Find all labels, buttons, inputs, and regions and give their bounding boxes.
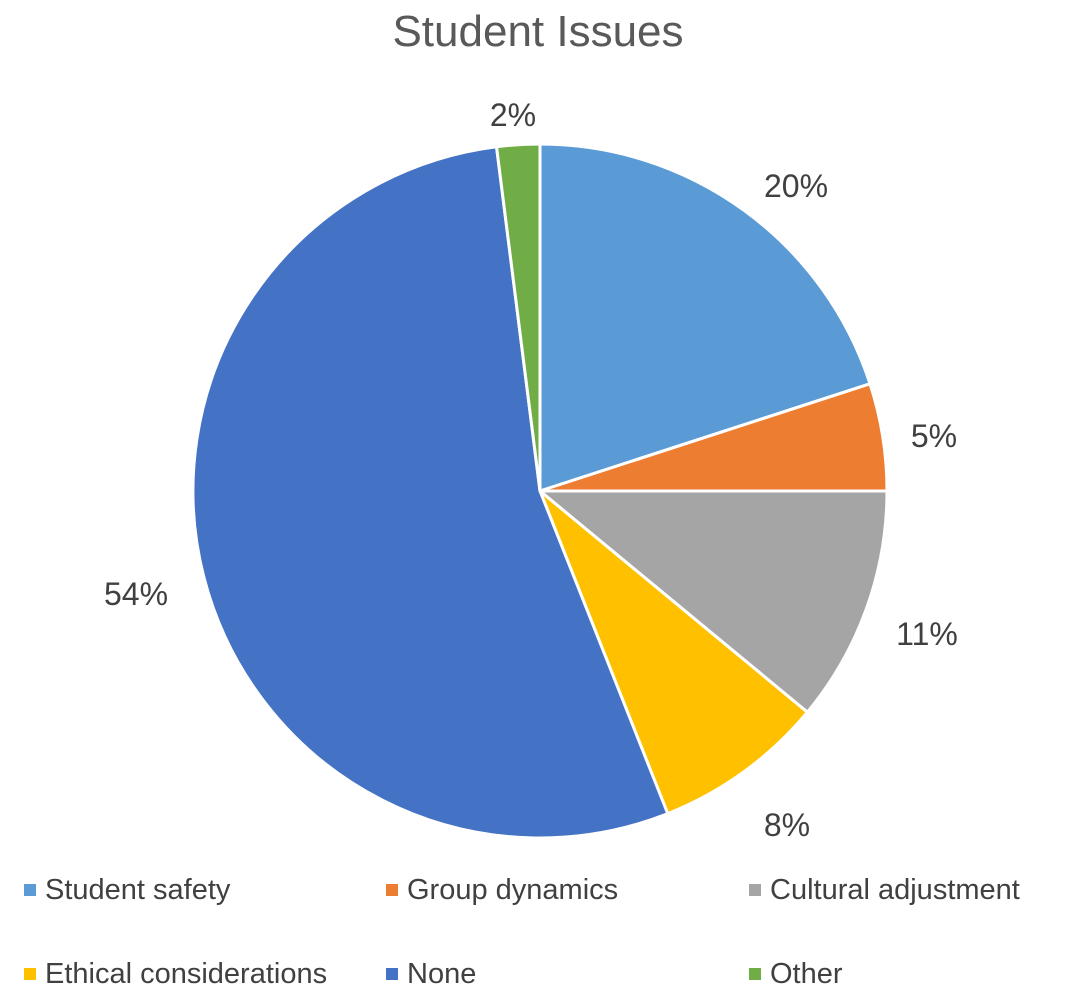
legend-label-cultural-adjustment: Cultural adjustment: [770, 874, 1020, 906]
data-label-other: 2%: [490, 97, 536, 133]
legend: Student safety Group dynamics Cultural adj…: [24, 874, 1020, 990]
legend-swatch-none: [386, 968, 398, 980]
legend-label-student-safety: Student safety: [45, 874, 231, 906]
legend-swatch-other: [749, 968, 761, 980]
legend-swatch-group-dynamics: [386, 884, 398, 896]
legend-label-other: Other: [770, 958, 843, 990]
legend-item-ethical-considerations: Ethical considerations: [24, 958, 327, 990]
legend-item-other: Other: [749, 958, 843, 990]
data-label-ethical-considerations: 8%: [764, 807, 810, 843]
pie-slice-none: [191, 145, 670, 840]
legend-swatch-student-safety: [24, 884, 36, 896]
data-label-group-dynamics: 5%: [911, 418, 957, 454]
data-label-none: 54%: [104, 576, 168, 612]
pie-slices: [191, 142, 889, 840]
legend-label-none: None: [407, 958, 476, 990]
legend-label-ethical-considerations: Ethical considerations: [45, 958, 327, 990]
pie-slice-cultural-adjustment: [538, 489, 889, 714]
data-label-student-safety: 20%: [764, 168, 828, 204]
pie-slice-ethical-considerations: [538, 489, 809, 816]
legend-label-group-dynamics: Group dynamics: [407, 874, 618, 906]
legend-swatch-ethical-considerations: [24, 968, 36, 980]
data-labels: 20% 5% 11% 8% 54% 2%: [104, 97, 958, 843]
legend-item-none: None: [386, 958, 476, 990]
legend-item-cultural-adjustment: Cultural adjustment: [749, 874, 1020, 906]
legend-item-group-dynamics: Group dynamics: [386, 874, 618, 906]
legend-swatch-cultural-adjustment: [749, 884, 761, 896]
pie-slice-other: [495, 142, 542, 493]
pie-slice-student-safety: [538, 142, 872, 493]
legend-item-student-safety: Student safety: [24, 874, 231, 906]
chart-title: Student Issues: [392, 7, 683, 56]
data-label-cultural-adjustment: 11%: [896, 616, 958, 652]
